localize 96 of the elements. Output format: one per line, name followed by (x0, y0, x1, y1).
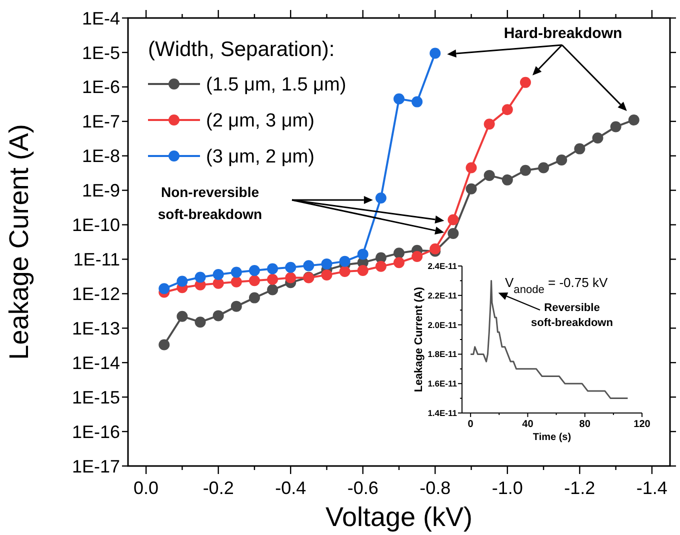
point (357, 265, 368, 276)
point (412, 96, 423, 108)
annotation: V$_{anode}$ = -0.75 kV (505, 275, 608, 296)
point (628, 114, 640, 126)
y-tick-label: 1.4E-11 (428, 408, 458, 418)
point (194, 272, 206, 283)
point (394, 93, 404, 104)
point (212, 310, 224, 322)
point (267, 263, 278, 274)
x-tick-label: 80 (579, 419, 591, 430)
y-tick-label: 2.2E-11 (428, 290, 458, 300)
point (502, 174, 513, 186)
point (176, 310, 188, 322)
point (520, 164, 531, 176)
point (303, 260, 314, 272)
annotation: Non-reversible soft-breakdown (158, 184, 262, 222)
point (339, 266, 350, 278)
x-tick-label: -0.4 (275, 478, 306, 498)
point (285, 262, 296, 273)
y-tick-label: 2.0E-11 (428, 320, 458, 330)
y-tick-label: 1E-12 (72, 284, 120, 304)
point (230, 266, 242, 278)
y-tick-label: 1E-5 (82, 42, 120, 63)
y-tick-label: 1.6E-11 (428, 378, 458, 389)
y-tick-label: 1E-7 (82, 112, 120, 132)
y-tick-label: 1E-6 (82, 77, 120, 98)
point (466, 162, 477, 174)
point (484, 170, 495, 181)
x-tick-label: -0.6 (347, 478, 378, 498)
point (502, 104, 513, 116)
y-tick-label: 1E-16 (72, 422, 120, 442)
point (448, 228, 459, 239)
x-tick-label: -0.2 (202, 478, 234, 498)
x-tick-label: 0 (468, 419, 474, 430)
point (230, 276, 242, 288)
point (394, 248, 404, 259)
point (176, 276, 188, 287)
point (267, 274, 278, 285)
point (212, 269, 224, 280)
point (158, 283, 170, 294)
point (592, 132, 604, 144)
x-axis-title: Time (s) (532, 432, 572, 443)
y-tick-label: 1E-9 (82, 180, 120, 201)
point (520, 76, 531, 88)
x-tick-label: -1.4 (636, 478, 668, 498)
point (394, 257, 404, 268)
x-tick-label: 40 (522, 419, 534, 430)
x-tick-label: -1.0 (492, 478, 523, 498)
point (375, 260, 386, 272)
legend-label: (2 μm, 3 μm) (206, 110, 314, 132)
y-tick-label: 1E-11 (73, 250, 120, 270)
point (610, 121, 622, 132)
y-tick-label: 1E-8 (82, 146, 120, 166)
point (538, 162, 550, 174)
point (230, 300, 242, 312)
y-tick-label: 1E-4 (82, 8, 120, 28)
annotation: Reversible soft-breakdown (531, 302, 614, 329)
y-tick-label: 1E-14 (72, 352, 120, 373)
point (339, 256, 350, 267)
legend-title: (Width, Separation): (148, 38, 335, 61)
x-tick-label: -1.2 (564, 478, 596, 498)
x-tick-label: 0.0 (134, 478, 159, 498)
point (375, 192, 386, 204)
point (267, 284, 278, 296)
x-tick-label: 120 (634, 419, 651, 430)
point (357, 248, 368, 260)
legend-label: (3 μm, 2 μm) (206, 146, 314, 168)
y-axis-title: Leakage Current (A) (413, 286, 425, 392)
x-axis-title: Voltage (kV) (325, 502, 473, 532)
x-tick-label: -0.8 (420, 478, 451, 498)
point (321, 258, 332, 270)
y-tick-label: 1E-10 (72, 215, 120, 236)
y-tick-label: 1E-15 (72, 387, 120, 408)
point (248, 275, 260, 286)
point (412, 251, 423, 262)
y-tick-label: 1.8E-11 (428, 349, 458, 360)
y-tick-label: 1E-17 (72, 456, 120, 476)
point (430, 48, 441, 59)
y-tick-label: 2.4E-11 (428, 260, 458, 271)
line-series (470, 280, 628, 400)
legend-label: (1.5 μm, 1.5 μm) (206, 74, 346, 96)
point (248, 265, 260, 276)
point (484, 118, 495, 130)
point (248, 292, 260, 304)
point (285, 272, 296, 284)
point (430, 243, 441, 254)
annotation: Hard-breakdown (504, 25, 622, 42)
point (321, 269, 332, 280)
point (466, 183, 477, 194)
point (556, 154, 568, 166)
y-axis-title: Leakage Curent (A) (4, 124, 34, 360)
point (448, 214, 459, 226)
point (574, 143, 586, 154)
point (194, 316, 206, 328)
point (158, 339, 170, 350)
y-tick-label: 1E-13 (72, 318, 120, 338)
